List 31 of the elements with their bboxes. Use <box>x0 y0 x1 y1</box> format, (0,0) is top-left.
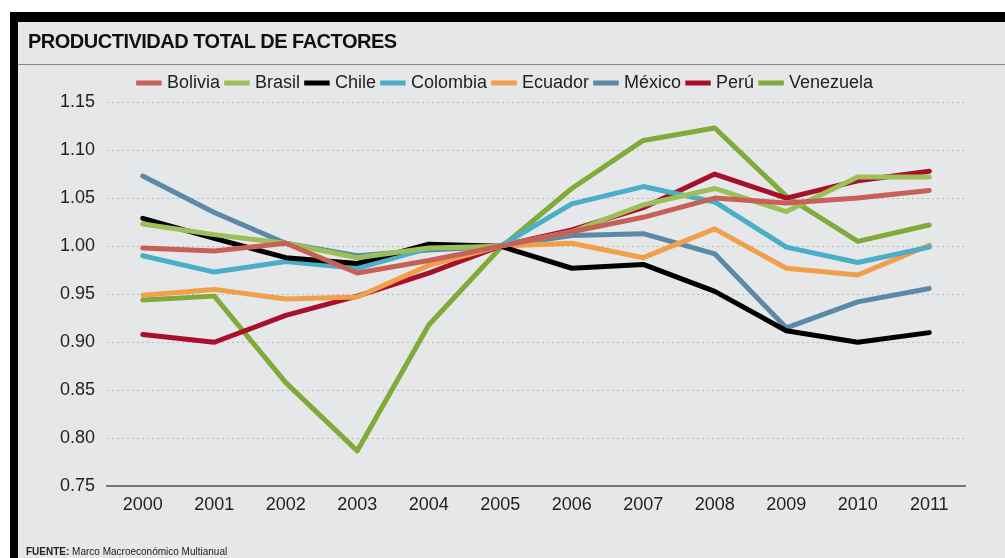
legend-label: Brasil <box>254 71 300 92</box>
x-tick-label: 2002 <box>265 494 306 515</box>
source-note: FUENTE: Marco Macroeconómico Multianual <box>26 546 228 557</box>
legend-label: Bolivia <box>166 71 221 92</box>
y-tick-label: 0.95 <box>59 283 96 304</box>
x-tick-label: 2006 <box>551 494 592 515</box>
x-tick-label: 2008 <box>694 494 735 515</box>
y-tick-label: 1.05 <box>59 187 96 208</box>
y-tick-label: 0.80 <box>59 427 96 448</box>
legend-label: Venezuela <box>789 71 875 92</box>
legend-label: Chile <box>334 71 376 92</box>
legend-label: Perú <box>716 71 755 92</box>
x-tick-label: 2005 <box>480 494 521 515</box>
chart-title: PRODUCTIVIDAD TOTAL DE FACTORES <box>28 30 397 53</box>
x-tick-label: 2004 <box>408 494 449 515</box>
legend-label: Ecuador <box>521 71 590 92</box>
x-tick-label: 2001 <box>194 494 235 515</box>
y-tick-label: 1.00 <box>59 235 96 256</box>
x-tick-label: 2000 <box>122 494 163 515</box>
x-tick-label: 2003 <box>337 494 378 515</box>
legend-label: México <box>624 71 682 92</box>
x-tick-label: 2007 <box>623 494 664 515</box>
x-tick-label: 2011 <box>909 494 949 515</box>
y-tick-label: 0.85 <box>59 379 96 400</box>
x-tick-label: 2010 <box>837 494 878 515</box>
y-tick-label: 1.15 <box>59 90 96 111</box>
y-tick-label: 1.10 <box>59 139 96 160</box>
legend-label: Colombia <box>410 71 488 92</box>
y-tick-label: 0.90 <box>59 331 96 352</box>
y-tick-label: 0.75 <box>59 475 96 496</box>
x-tick-label: 2009 <box>766 494 807 515</box>
